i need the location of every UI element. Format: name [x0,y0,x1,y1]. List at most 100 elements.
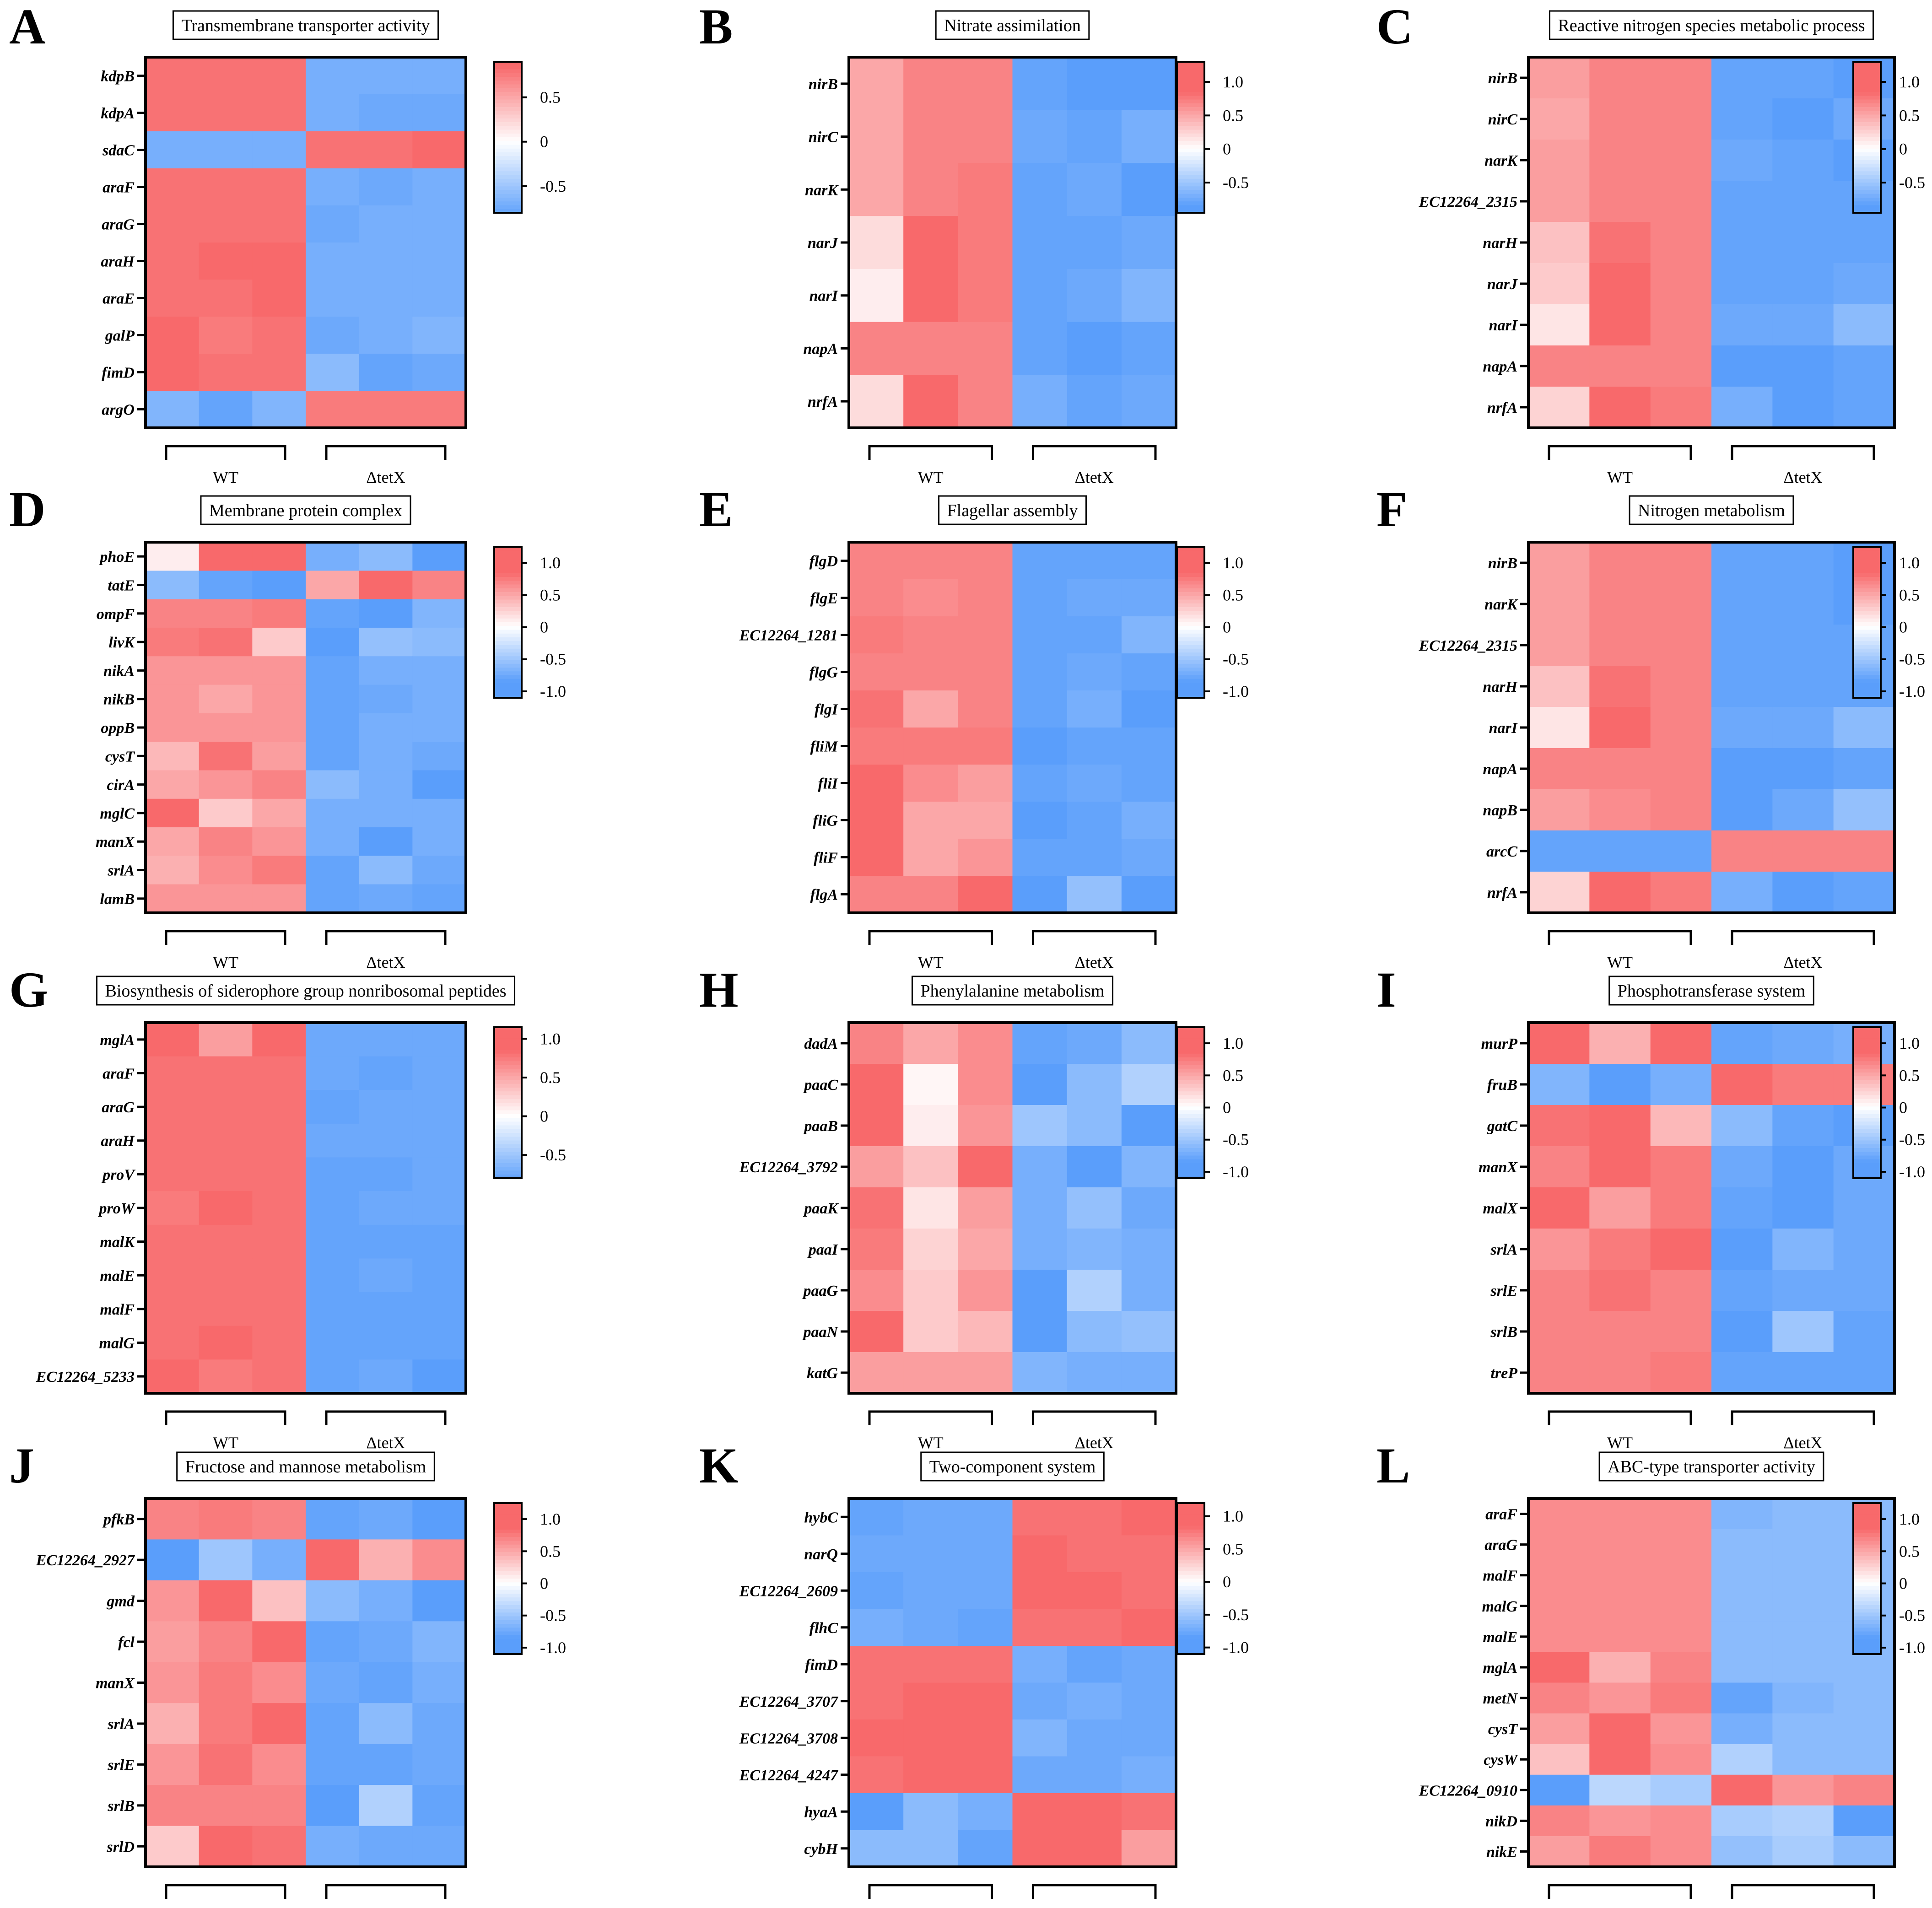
heatmap-cell [1121,322,1176,375]
colorbar-segment [1177,1594,1204,1598]
colorbar-segment [1177,81,1204,85]
colorbar-segment [1177,1046,1204,1051]
heatmap-cell [1711,789,1773,831]
colorbar-segment [1853,201,1881,206]
heatmap-cell [306,627,360,657]
heatmap-cell [199,1359,253,1394]
heatmap-cell [1711,181,1773,222]
heatmap-cell [1711,1229,1773,1270]
gene-label: cybH [804,1841,838,1858]
colorbar-segment [1177,626,1204,631]
heatmap-cell [1121,802,1176,839]
heatmap-cell [1121,1719,1176,1757]
colorbar-segment [494,1586,522,1590]
colorbar-segment [1177,1110,1204,1115]
colorbar-segment [494,163,522,168]
colorbar-segment [494,573,522,577]
heatmap-cell [1012,1498,1068,1536]
heatmap-cell [199,1056,253,1090]
gene-label: narI [1489,317,1518,334]
heatmap-cell [1772,1836,1834,1867]
colorbar-segment [1853,1042,1881,1047]
heatmap-cell [1121,1830,1176,1867]
heatmap-cell [1650,1064,1712,1105]
colorbar-segment [494,645,522,649]
colorbar-segment [494,618,522,623]
colorbar-segment [1177,1035,1204,1039]
gene-label: nirC [1488,111,1518,128]
colorbar-tick-label: 0 [1223,618,1231,636]
colorbar-segment [1853,1559,1881,1564]
colorbar-segment [1177,1152,1204,1156]
heatmap-cell [199,1703,253,1745]
heatmap-cell [1833,789,1895,831]
colorbar-tick-label: -1.0 [1223,1163,1249,1181]
heatmap-cell [1012,1609,1068,1646]
colorbar-segment [494,62,522,66]
gene-label: paaN [802,1324,838,1341]
heatmap-cell [1833,222,1895,264]
gene-label: nikB [103,691,135,708]
colorbar-segment [1853,1091,1881,1096]
colorbar-segment [1177,126,1204,130]
colorbar-segment [494,1095,522,1100]
colorbar-segment [494,626,522,631]
colorbar-segment [1177,630,1204,634]
heatmap-cell [359,770,413,799]
heatmap-cell [1067,1572,1122,1610]
colorbar-segment [1853,558,1881,562]
heatmap-cell [252,1785,306,1827]
panel-label: F [1376,481,1407,537]
colorbar-segment [494,99,522,104]
heatmap-cell [306,280,360,317]
colorbar-segment [494,1110,522,1115]
heatmap-cell [1067,1105,1122,1147]
colorbar-tick-label: 1.0 [1899,554,1920,572]
heatmap-cell [1528,1187,1590,1229]
heatmap-cell [1589,140,1651,181]
colorbar-segment [1853,1601,1881,1606]
heatmap-cell [1121,653,1176,691]
heatmap-cell [1650,1529,1712,1560]
heatmap-cell [1833,387,1895,428]
group-label: ΔtetX [1075,1434,1114,1452]
heatmap-cell [1589,345,1651,387]
colorbar-segment [1853,1646,1881,1651]
heatmap-cell [1650,789,1712,831]
gene-label: EC12264_2315 [1419,194,1517,210]
heatmap-cell [1528,707,1590,749]
colorbar-segment [1177,637,1204,642]
heatmap-cell [359,856,413,885]
colorbar-segment [1177,1144,1204,1148]
heatmap-cell [306,1023,360,1057]
heatmap-cell [903,616,958,654]
gene-label: nirC [809,129,838,146]
heatmap-cell [359,1498,413,1540]
gene-label: paaB [803,1118,838,1135]
colorbar-segment [1177,611,1204,615]
heatmap-cell [306,1785,360,1827]
heatmap-cell [849,1719,904,1757]
heatmap-cell [1772,57,1834,99]
colorbar-segment [1177,1518,1204,1523]
colorbar-segment [494,686,522,691]
heatmap-cell [1589,1560,1651,1591]
heatmap-cell [306,205,360,243]
heatmap-cell [1650,1498,1712,1530]
colorbar-segment [1853,198,1881,202]
colorbar-segment [1177,1514,1204,1519]
colorbar-segment [494,178,522,183]
colorbar-segment [1853,1027,1881,1032]
colorbar-segment [494,1567,522,1572]
colorbar-segment [1853,62,1881,66]
colorbar-segment [1177,99,1204,104]
heatmap-cell [252,1157,306,1191]
colorbar-segment [494,1522,522,1526]
heatmap-cell [199,1662,253,1703]
heatmap-cell [1711,263,1773,305]
heatmap-cell [958,1682,1013,1720]
panel-title-box [938,495,1087,525]
panel-label: I [1376,962,1396,1018]
heatmap-cell [1012,728,1068,765]
